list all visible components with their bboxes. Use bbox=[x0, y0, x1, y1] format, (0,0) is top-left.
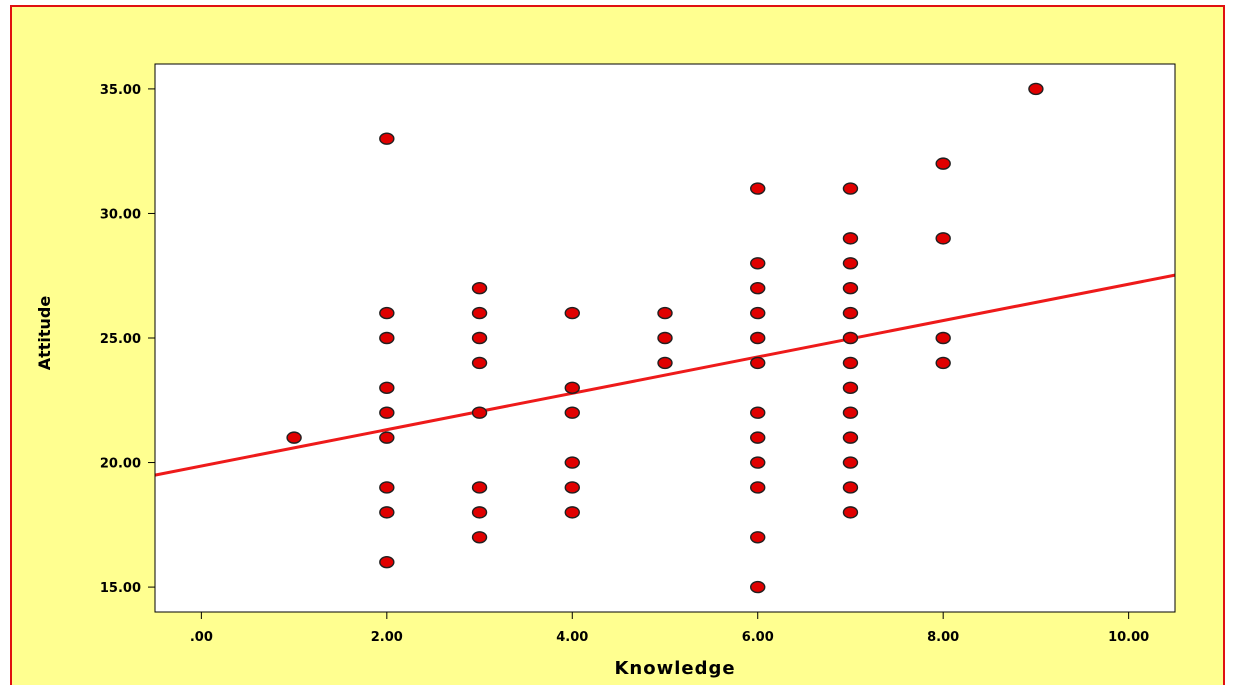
x-tick-label: .00 bbox=[190, 630, 213, 645]
data-point bbox=[1028, 82, 1044, 96]
data-point bbox=[564, 406, 580, 419]
data-point bbox=[471, 481, 488, 494]
data-point bbox=[750, 531, 766, 544]
data-point bbox=[750, 257, 766, 270]
data-point bbox=[379, 381, 395, 395]
data-point bbox=[750, 456, 766, 469]
data-point bbox=[842, 406, 859, 419]
points-layer bbox=[286, 82, 1044, 594]
scatter-chart: .00 2.00 4.00 6.00 8.00 10.00 15.00 20.00 25.00… bbox=[12, 7, 1223, 685]
x-tick-label: 6.00 bbox=[742, 630, 774, 645]
data-point bbox=[657, 356, 673, 370]
data-point bbox=[564, 456, 580, 469]
chart-frame: .00 2.00 4.00 6.00 8.00 10.00 15.00 20.00 25.00… bbox=[10, 5, 1225, 685]
data-point bbox=[564, 306, 580, 320]
data-point bbox=[842, 456, 859, 469]
data-point bbox=[842, 381, 859, 395]
data-point bbox=[379, 306, 395, 320]
data-point bbox=[471, 356, 488, 370]
data-point bbox=[564, 506, 580, 519]
data-point bbox=[657, 306, 673, 320]
y-tick-label: 30.00 bbox=[100, 207, 141, 222]
data-point bbox=[842, 257, 859, 270]
x-axis-title: Knowledge bbox=[614, 658, 735, 679]
data-point bbox=[471, 406, 488, 419]
data-point bbox=[379, 431, 395, 444]
data-point bbox=[379, 406, 395, 419]
data-point bbox=[750, 431, 766, 444]
data-point bbox=[750, 481, 766, 494]
x-tick-label: 8.00 bbox=[927, 630, 959, 645]
data-point bbox=[379, 481, 395, 494]
data-point bbox=[935, 331, 951, 345]
fit-line bbox=[154, 273, 1176, 477]
data-point bbox=[471, 331, 488, 345]
data-point bbox=[842, 182, 859, 195]
data-point bbox=[842, 506, 859, 519]
data-point bbox=[471, 281, 488, 295]
data-point bbox=[935, 356, 951, 370]
fit-line-layer bbox=[154, 273, 1176, 477]
data-point bbox=[842, 331, 859, 345]
data-point bbox=[842, 431, 859, 444]
data-point bbox=[842, 232, 859, 245]
data-point bbox=[750, 182, 766, 195]
data-point bbox=[935, 232, 951, 245]
data-point bbox=[379, 132, 395, 145]
data-point bbox=[842, 281, 859, 295]
y-axis: 15.00 20.00 25.00 30.00 35.00 bbox=[100, 83, 155, 596]
data-point bbox=[471, 531, 488, 544]
data-point bbox=[842, 356, 859, 370]
data-point bbox=[750, 281, 766, 295]
data-point bbox=[750, 406, 766, 419]
data-point bbox=[750, 580, 766, 594]
data-point bbox=[564, 381, 580, 395]
data-point bbox=[379, 331, 395, 345]
data-point bbox=[750, 356, 766, 370]
data-point bbox=[935, 157, 951, 170]
y-axis-title: Attitude bbox=[35, 296, 54, 371]
y-tick-label: 15.00 bbox=[100, 581, 141, 596]
y-tick-label: 25.00 bbox=[100, 332, 141, 347]
y-tick-label: 20.00 bbox=[100, 457, 141, 472]
data-point bbox=[842, 306, 859, 320]
data-point bbox=[564, 481, 580, 494]
data-point bbox=[471, 306, 488, 320]
data-point bbox=[379, 506, 395, 519]
data-point bbox=[379, 555, 395, 569]
data-point bbox=[750, 331, 766, 345]
y-tick-label: 35.00 bbox=[100, 83, 141, 98]
data-point bbox=[842, 481, 859, 494]
x-axis: .00 2.00 4.00 6.00 8.00 10.00 bbox=[190, 612, 1149, 645]
x-tick-label: 4.00 bbox=[556, 630, 588, 645]
data-point bbox=[750, 306, 766, 320]
data-point bbox=[471, 506, 488, 519]
x-tick-label: 2.00 bbox=[371, 630, 403, 645]
x-tick-label: 10.00 bbox=[1108, 630, 1149, 645]
data-point bbox=[657, 331, 673, 345]
data-point bbox=[286, 431, 302, 444]
